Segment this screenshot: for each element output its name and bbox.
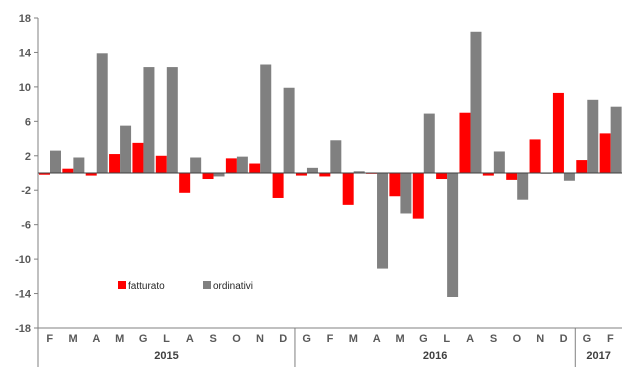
fatturato-bar <box>436 173 448 180</box>
ordinativi-bar <box>400 173 412 214</box>
fatturato-bar <box>295 173 307 176</box>
fatturato-bar <box>155 155 167 173</box>
fatturato-bar <box>202 173 214 180</box>
ordinativi-bar <box>143 67 155 173</box>
y-tick-label: -14 <box>15 289 32 301</box>
ordinativi-bar <box>50 150 61 173</box>
legend-label-fatturato: fatturato <box>128 281 165 292</box>
fatturato-bar <box>576 160 588 173</box>
ordinativi-bar <box>120 125 132 173</box>
fatturato-bar <box>272 173 284 198</box>
x-tick-label: A <box>466 333 474 345</box>
ordinativi-bar <box>470 31 482 174</box>
fatturato-bar <box>85 173 97 176</box>
x-tick-label: G <box>583 333 592 345</box>
x-tick-label: S <box>210 333 217 345</box>
x-tick-label: O <box>513 333 522 345</box>
x-tick-label: M <box>68 333 77 345</box>
x-tick-label: G <box>419 333 428 345</box>
fatturato-bar <box>389 173 401 197</box>
ordinativi-bar <box>517 173 529 200</box>
y-tick-label: -18 <box>15 323 31 335</box>
legend-label-ordinativi: ordinativi <box>213 281 253 292</box>
ordinativi-bar <box>563 173 575 181</box>
ordinativi-bar <box>190 157 202 173</box>
year-label: 2017 <box>586 350 610 362</box>
x-tick-label: M <box>349 333 358 345</box>
y-tick-label: 18 <box>19 13 31 25</box>
fatturato-bar <box>342 173 354 205</box>
fatturato-bar <box>506 173 518 180</box>
y-tick-label: 14 <box>19 47 32 59</box>
y-tick-label: 6 <box>25 116 31 128</box>
y-tick-label: -10 <box>15 254 31 266</box>
ordinativi-bar <box>353 171 365 173</box>
fatturato-bar <box>529 139 541 173</box>
x-tick-label: A <box>186 333 194 345</box>
ordinativi-bar <box>423 113 435 173</box>
y-tick-label: 10 <box>19 82 31 94</box>
x-tick-label: D <box>560 333 568 345</box>
legend-swatch-fatturato <box>118 281 126 289</box>
x-tick-label: N <box>256 333 264 345</box>
x-tick-label: A <box>92 333 100 345</box>
y-tick-label: -6 <box>21 220 31 232</box>
x-tick-label: L <box>163 333 170 345</box>
fatturato-bar <box>599 133 611 173</box>
ordinativi-bar <box>213 173 225 177</box>
x-tick-label: O <box>232 333 241 345</box>
ordinativi-bar <box>73 157 85 173</box>
ordinativi-bar <box>377 173 389 269</box>
x-tick-label: D <box>279 333 287 345</box>
ordinativi-bar <box>447 173 459 297</box>
fatturato-bar <box>319 173 331 177</box>
fatturato-bar <box>39 173 50 175</box>
ordinativi-bar <box>493 151 505 173</box>
x-tick-label: F <box>46 333 53 345</box>
fatturato-bar <box>179 173 191 193</box>
fatturato-bar <box>132 142 144 173</box>
x-tick-label: S <box>490 333 497 345</box>
fatturato-bar <box>109 154 121 173</box>
fatturato-bar <box>482 173 494 176</box>
ordinativi-bar <box>283 87 295 173</box>
fatturato-bar <box>249 163 261 173</box>
ordinativi-bar <box>96 53 108 173</box>
fatturato-bar <box>459 112 471 173</box>
ordinativi-bar <box>306 167 318 173</box>
ordinativi-bar <box>330 140 342 173</box>
ordinativi-bar <box>587 99 599 173</box>
ordinativi-bar <box>260 64 272 173</box>
x-tick-label: M <box>115 333 124 345</box>
year-label: 2016 <box>423 350 447 362</box>
x-tick-label: F <box>607 333 614 345</box>
x-tick-label: L <box>443 333 450 345</box>
x-tick-label: M <box>395 333 404 345</box>
x-tick-label: F <box>327 333 334 345</box>
legend-swatch-ordinativi <box>203 281 211 289</box>
x-tick-label: N <box>536 333 544 345</box>
x-tick-label: G <box>139 333 148 345</box>
ordinativi-bar <box>236 156 248 173</box>
fatturato-bar <box>412 173 424 219</box>
ordinativi-bar <box>166 67 178 173</box>
ordinativi-bar <box>610 106 622 173</box>
x-tick-label: G <box>302 333 311 345</box>
fatturato-bar <box>225 158 237 173</box>
year-label: 2015 <box>154 350 178 362</box>
y-tick-label: -2 <box>21 185 31 197</box>
fatturato-bar <box>62 168 74 173</box>
y-tick-label: 2 <box>25 151 31 163</box>
fatturato-bar <box>552 92 564 173</box>
x-tick-label: A <box>373 333 381 345</box>
